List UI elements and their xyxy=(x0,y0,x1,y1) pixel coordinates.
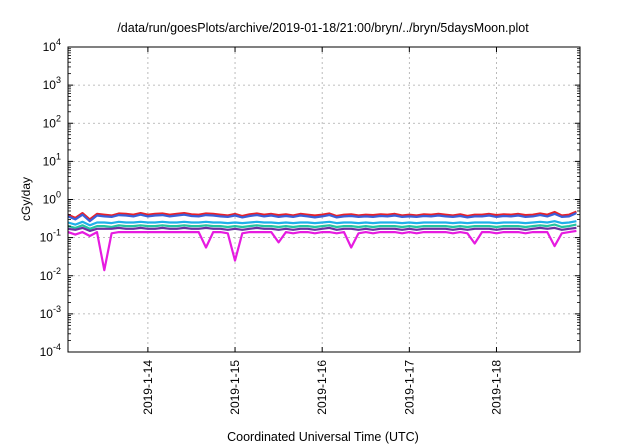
series-line-2 xyxy=(67,212,577,223)
series-line-1 xyxy=(67,210,577,221)
y-tick-label: 104 xyxy=(43,37,61,54)
y-tick-label: 101 xyxy=(43,151,61,168)
y-axis: 10-4 10-3 10-2 10-1 100 101 102 103 104 xyxy=(40,37,580,359)
series-line-3 xyxy=(67,220,577,227)
y-tick-label: 10-4 xyxy=(40,342,61,359)
x-tick-label: 2019-1-17 xyxy=(402,360,416,415)
x-tick-label: 2019-1-14 xyxy=(141,360,155,415)
y-tick-label: 103 xyxy=(43,75,61,92)
series-line-5 xyxy=(67,226,577,232)
y-tick-label: 10-1 xyxy=(40,228,61,245)
x-axis-label: Coordinated Universal Time (UTC) xyxy=(227,430,419,444)
y-tick-label: 100 xyxy=(43,190,61,207)
x-tick-label: 2019-1-16 xyxy=(315,360,329,415)
x-tick-label: 2019-1-18 xyxy=(489,360,503,415)
x-axis: 2019-1-14 2019-1-15 2019-1-16 2019-1-17 2019… xyxy=(141,47,503,415)
grid-lines xyxy=(68,47,580,352)
y-tick-label: 102 xyxy=(43,113,61,130)
series-line-4 xyxy=(67,223,577,230)
y-tick-label: 10-3 xyxy=(40,304,61,321)
series-lines xyxy=(67,210,577,272)
y-axis-label: cGy/day xyxy=(19,177,33,221)
y-tick-label: 10-2 xyxy=(40,266,61,283)
x-tick-label: 2019-1-15 xyxy=(228,360,242,415)
chart-title: /data/run/goesPlots/archive/2019-01-18/2… xyxy=(117,21,529,35)
series-line-6 xyxy=(67,229,577,272)
